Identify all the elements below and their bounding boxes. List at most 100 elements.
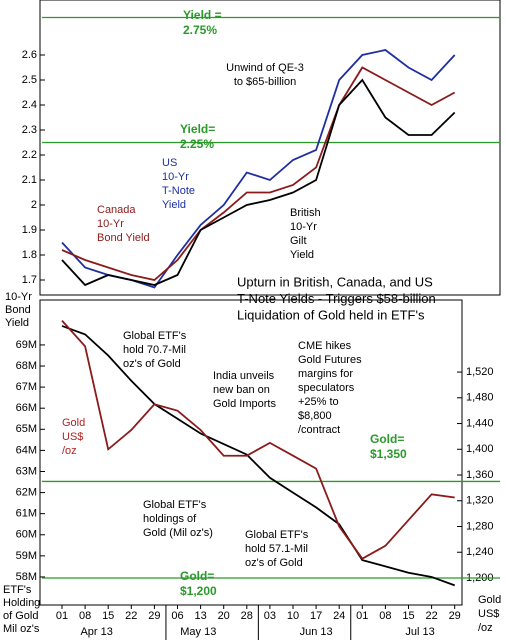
y-tick-label: 2.2 <box>22 149 37 161</box>
y-tick-label: 61M <box>16 508 37 520</box>
y-axis-title: Mil oz's <box>3 623 40 635</box>
y2-axis-title: Gold <box>478 594 501 606</box>
reference-label: Gold= <box>370 432 404 446</box>
y-tick-label: 58M <box>16 571 37 583</box>
annotation: Upturn in British, Canada, and US <box>237 274 433 289</box>
y-tick-label: 65M <box>16 423 37 435</box>
annotation: Gold (Mil oz's) <box>143 527 213 539</box>
y-tick-label: 2.1 <box>22 174 37 186</box>
annotation: CME hikes <box>298 340 352 352</box>
annotation: Bond Yield <box>97 232 150 244</box>
y-tick-label: 2.3 <box>22 124 37 136</box>
y-tick-label: 63M <box>16 465 37 477</box>
y-axis-title: Bond <box>5 304 31 316</box>
x-tick-label: 29 <box>148 610 160 622</box>
annotation: Gilt <box>290 235 307 247</box>
y2-tick-label: 1,320 <box>466 495 494 507</box>
y-axis-title: Yield <box>5 317 29 329</box>
y2-tick-label: 1,400 <box>466 443 494 455</box>
annotation: holdings of <box>143 513 197 525</box>
series-line <box>61 325 456 587</box>
x-tick-label: 20 <box>218 610 230 622</box>
annotation: T-Note <box>162 185 195 197</box>
annotation: India unveils <box>213 370 275 382</box>
reference-label: $1,350 <box>370 447 407 461</box>
y-axis-title: Holding <box>3 597 40 609</box>
y2-tick-label: 1,440 <box>466 417 494 429</box>
annotation: to $65-billion <box>234 76 296 88</box>
annotation: T-Note Yields - Triggers $58-billion <box>237 291 436 306</box>
x-tick-label: 10 <box>287 610 299 622</box>
annotation: Global ETF's <box>245 529 309 541</box>
y-tick-label: 2.5 <box>22 74 37 86</box>
x-tick-label: 06 <box>171 610 183 622</box>
series-line <box>61 78 456 287</box>
annotation: 10-Yr <box>290 221 317 233</box>
series-line <box>61 66 456 281</box>
y-axis-title: 10-Yr <box>5 291 32 303</box>
annotation: Gold Imports <box>213 398 276 410</box>
month-label: Jun 13 <box>300 626 333 638</box>
y-tick-label: 1.8 <box>22 249 37 261</box>
y2-axis-title: US$ <box>478 608 499 620</box>
x-tick-label: 22 <box>125 610 137 622</box>
annotation: new ban on <box>213 384 270 396</box>
x-tick-label: 13 <box>194 610 206 622</box>
y-tick-label: 2 <box>31 199 37 211</box>
annotation: speculators <box>298 382 355 394</box>
annotation: Unwind of QE-3 <box>226 62 304 74</box>
y-axis-title: ETF's <box>3 584 32 596</box>
x-tick-label: 24 <box>333 610 345 622</box>
annotation: $8,800 <box>298 410 332 422</box>
annotation: oz's of Gold <box>123 358 181 370</box>
annotation: Global ETF's <box>123 330 187 342</box>
annotation: Canada <box>97 204 136 216</box>
x-tick-label: 03 <box>264 610 276 622</box>
y2-tick-label: 1,360 <box>466 469 494 481</box>
annotation: Gold <box>62 417 85 429</box>
x-tick-label: 29 <box>449 610 461 622</box>
annotation: Yield <box>162 199 186 211</box>
y-tick-label: 62M <box>16 486 37 498</box>
annotation: Yield <box>290 249 314 261</box>
y-tick-label: 1.7 <box>22 274 37 286</box>
annotation: Liquidation of Gold held in ETF's <box>237 307 425 322</box>
reference-label: 2.25% <box>180 137 214 151</box>
series-line <box>61 319 455 560</box>
y-axis-title: of Gold <box>3 610 38 622</box>
y2-tick-label: 1,480 <box>466 392 494 404</box>
y2-tick-label: 1,280 <box>466 520 494 532</box>
bottom-frame <box>39 299 463 606</box>
annotation: Global ETF's <box>143 499 207 511</box>
x-tick-label: 15 <box>102 610 114 622</box>
y-tick-label: 1.9 <box>22 224 37 236</box>
x-tick-label: 28 <box>241 610 253 622</box>
reference-label: 2.75% <box>183 23 217 37</box>
y2-axis-title: /oz <box>478 622 493 634</box>
annotation: US$ <box>62 431 83 443</box>
annotation: +25% to <box>298 396 339 408</box>
y-tick-label: 67M <box>16 381 37 393</box>
annotation: margins for <box>298 368 353 380</box>
y-tick-label: 59M <box>16 550 37 562</box>
annotation: British <box>290 207 321 219</box>
reference-label: Gold= <box>180 569 214 583</box>
month-label: Apr 13 <box>80 626 112 638</box>
y2-tick-label: 1,520 <box>466 366 494 378</box>
annotation: 10-Yr <box>162 171 189 183</box>
annotation: oz's of Gold <box>245 557 303 569</box>
annotation: US <box>162 157 177 169</box>
y-tick-label: 60M <box>16 529 37 541</box>
top-frame <box>39 0 501 296</box>
y-tick-label: 68M <box>16 360 37 372</box>
annotation: /contract <box>298 424 340 436</box>
annotation: /oz <box>62 445 77 457</box>
reference-label: Yield = <box>183 8 222 22</box>
reference-label: $1,200 <box>180 584 217 598</box>
annotation: Gold Futures <box>298 354 362 366</box>
annotation: 10-Yr <box>97 218 124 230</box>
x-tick-label: 15 <box>402 610 414 622</box>
annotation: hold 70.7-Mil <box>123 344 186 356</box>
x-tick-label: 01 <box>56 610 68 622</box>
